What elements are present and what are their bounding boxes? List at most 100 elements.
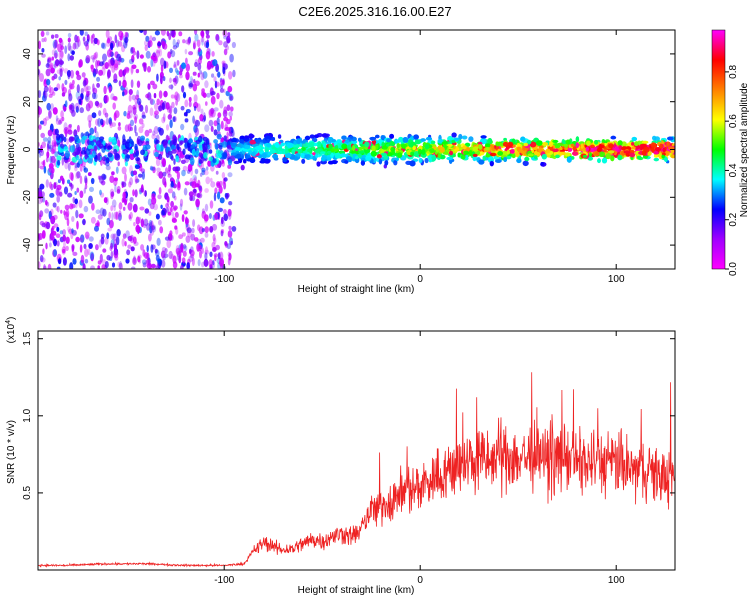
heatmap-cell-1368: [219, 257, 225, 267]
heatmap-cell-992: [53, 87, 59, 92]
heatmap-cell-1030: [61, 156, 64, 166]
heatmap-cell-1302: [180, 246, 184, 254]
heatmap-cell-268: [166, 239, 172, 249]
heatmap-cell-568: [219, 99, 224, 109]
heatmap-cell-1648: [97, 153, 101, 161]
heatmap-cell-3716: [352, 145, 356, 151]
heatmap-cell-3301: [480, 135, 487, 139]
heatmap-cell-1341: [147, 83, 151, 90]
heatmap-cell-1254: [62, 86, 67, 94]
heatmap-cell-1241: [142, 249, 146, 257]
heatmap-cell-358: [206, 166, 209, 171]
heatmap-cell-1245: [67, 192, 73, 198]
heatmap-cell-982: [210, 91, 216, 96]
heatmap-cell-945: [96, 220, 100, 226]
heatmap-cell-711: [176, 70, 180, 76]
heatmap-cell-3609: [402, 137, 409, 143]
heatmap-cell-2787: [652, 135, 657, 141]
heatmap-cell-3786: [291, 148, 296, 155]
heatmap-cell-3655: [489, 152, 497, 157]
heatmap-cell-758: [53, 249, 57, 257]
heatmap-cell-3791: [264, 160, 270, 164]
heatmap-cell-872: [68, 45, 73, 51]
heatmap-cell-284: [226, 118, 231, 125]
heatmap-cell-68: [95, 244, 99, 251]
heatmap-cell-571: [194, 30, 198, 36]
heatmap-cell-757: [95, 118, 100, 126]
heatmap-cell-862: [139, 54, 144, 59]
heatmap-cell-1110: [83, 165, 86, 171]
heatmap-cell-219: [96, 39, 100, 46]
heatmap-cell-378: [188, 255, 194, 262]
heatmap-cell-1197: [185, 39, 190, 45]
heatmap-cell-136: [64, 161, 69, 170]
heatmap-cell-1575: [184, 154, 191, 160]
heatmap-cell-1654: [124, 161, 128, 167]
heatmap-cell-654: [38, 153, 42, 158]
heatmap-cell-795: [229, 53, 234, 63]
heatmap-cell-1179: [89, 251, 95, 261]
heatmap-cell-266: [207, 160, 212, 167]
heatmap-cell-202: [96, 82, 100, 88]
heatmap-cell-3408: [328, 160, 334, 165]
heatmap-cell-1308: [92, 83, 95, 92]
heatmap-cell-1130: [226, 243, 231, 250]
heatmap-cell-1251: [169, 67, 173, 74]
heatmap-cell-3423: [580, 143, 584, 149]
heatmap-cell-626: [108, 117, 113, 125]
heatmap-cell-3753: [326, 156, 332, 161]
heatmap-cell-2853: [233, 160, 240, 165]
heatmap-cell-3742: [641, 140, 649, 144]
heatmap-cell-320: [147, 40, 153, 48]
heatmap-cell-427: [227, 85, 233, 93]
heatmap-cell-211: [117, 161, 120, 167]
heatmap-cell-373: [101, 259, 107, 265]
heatmap-cell-1225: [105, 39, 111, 48]
heatmap-cell-3718: [661, 154, 665, 159]
heatmap-cell-475: [180, 264, 184, 269]
heatmap-cell-973: [217, 71, 221, 78]
heatmap-cell-359: [178, 31, 183, 37]
heatmap-cell-1070: [102, 208, 107, 217]
heatmap-cell-1642: [126, 154, 131, 159]
heatmap-cell-1032: [116, 236, 120, 246]
heatmap-cell-1154: [208, 119, 214, 127]
heatmap-cell-3560: [647, 151, 652, 156]
heatmap-cell-842: [205, 246, 208, 255]
heatmap-cell-1252: [118, 80, 122, 87]
heatmap-cell-70: [185, 57, 188, 65]
heatmap-cell-518: [148, 233, 152, 242]
heatmap-cell-1639: [69, 145, 75, 153]
heatmap-cell-3456: [506, 155, 512, 160]
heatmap-cell-3586: [380, 152, 387, 156]
heatmap-cell-658: [150, 227, 154, 236]
heatmap-cell-1047: [65, 245, 69, 251]
heatmap-cell-3236: [665, 150, 670, 157]
heatmap-cell-968: [94, 225, 99, 232]
heatmap-cell-1046: [85, 95, 89, 101]
heatmap-cell-1157: [194, 33, 199, 42]
heatmap-cell-3626: [380, 135, 385, 140]
heatmap-cell-327: [38, 233, 41, 242]
spectrogram-xtick-label: -100: [214, 274, 234, 285]
heatmap-cell-868: [155, 213, 160, 220]
heatmap-cell-3617: [375, 134, 380, 139]
heatmap-cell-2658: [393, 160, 398, 166]
heatmap-cell-3848: [527, 153, 534, 157]
heatmap-cell-649: [154, 30, 160, 36]
heatmap-cell-3531: [400, 143, 407, 148]
heatmap-cell-1167: [39, 73, 44, 82]
heatmap-cell-3785: [636, 155, 642, 159]
heatmap-cell-627: [173, 64, 178, 69]
heatmap-cell-849: [230, 106, 234, 112]
heatmap-cell-928: [102, 63, 107, 70]
heatmap-cell-3294: [667, 136, 674, 141]
heatmap-cell-583: [51, 225, 55, 230]
heatmap-cell-1214: [63, 127, 69, 135]
heatmap-cell-955: [123, 40, 128, 49]
heatmap-cell-1361: [71, 50, 75, 56]
heatmap-cell-3598: [453, 137, 460, 141]
heatmap-cell-534: [118, 202, 123, 210]
heatmap-cell-805: [192, 40, 197, 49]
heatmap-cell-742: [112, 233, 118, 241]
